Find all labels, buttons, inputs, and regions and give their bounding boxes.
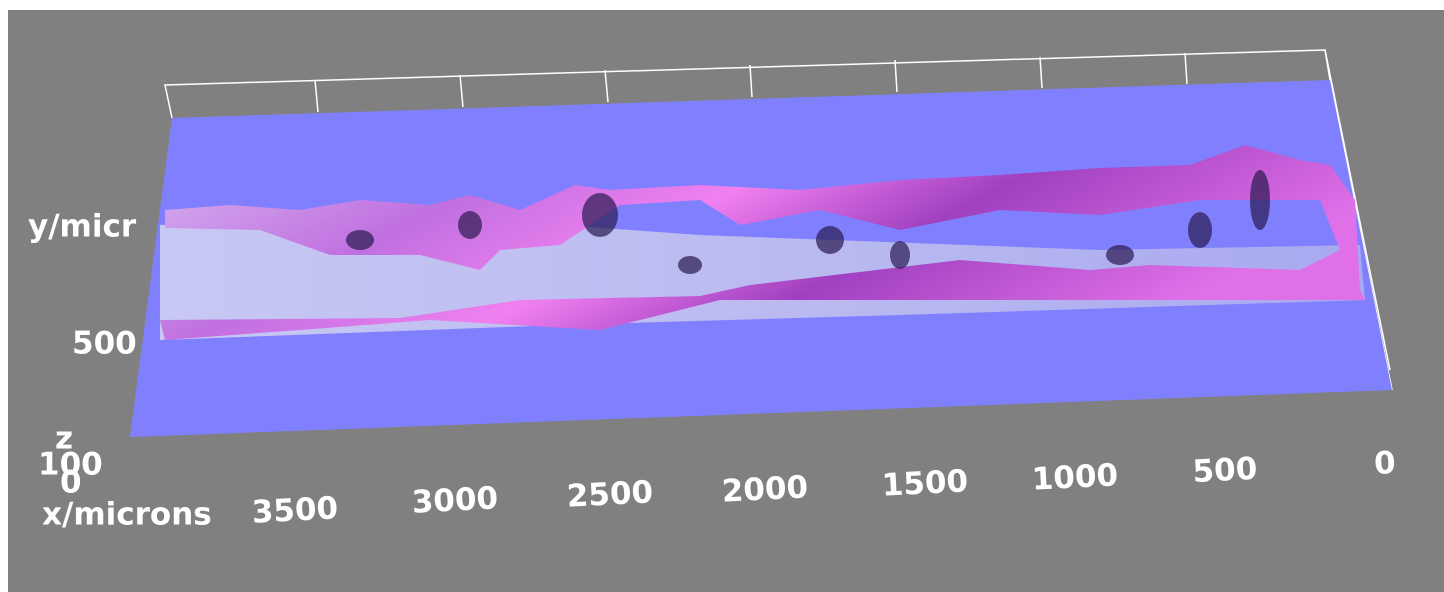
x-tick-label: 1500 [881, 463, 969, 503]
y-axis-label: y/micr [28, 209, 137, 245]
x-tick-label: 0 [1373, 445, 1396, 482]
x-tick-label: 3000 [411, 480, 499, 520]
x-axis-label: x/microns [42, 497, 212, 533]
x-tick-label: 2000 [721, 469, 809, 509]
x-tick-label: 1000 [1031, 457, 1119, 497]
x-tick-label: 500 [1192, 451, 1259, 490]
x-tick-label: 3500 [251, 490, 339, 530]
x-tick-label: 2500 [566, 474, 654, 514]
z-tick-label: 0 [60, 465, 82, 501]
surface-plot-view: y/micr 500 z 100 0 x/microns 35003000250… [0, 0, 1444, 592]
y-tick-label: 500 [72, 326, 137, 362]
